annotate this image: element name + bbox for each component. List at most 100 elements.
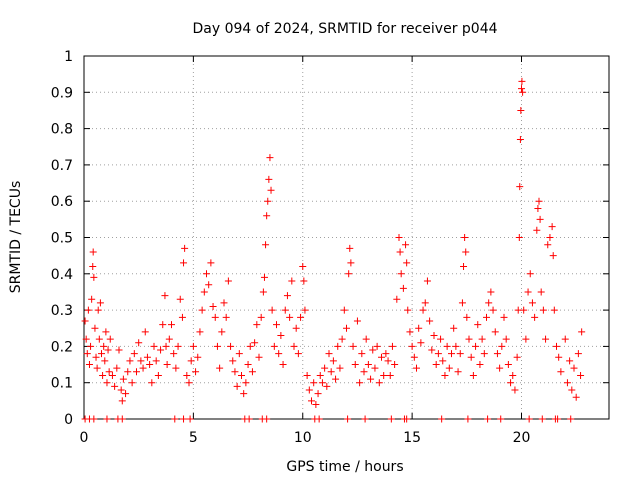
data-point: [369, 346, 377, 354]
data-point: [537, 288, 545, 296]
data-point: [321, 364, 329, 372]
data-point: [378, 353, 385, 361]
data-point: [461, 234, 469, 241]
data-point: [472, 342, 480, 350]
data-point: [122, 390, 130, 398]
y-tick-label: 1: [64, 49, 73, 65]
y-tick-label: 0.8: [51, 122, 73, 138]
data-point: [415, 324, 423, 332]
data-point: [103, 379, 111, 387]
data-point: [90, 415, 98, 423]
data-point: [218, 328, 226, 336]
data-point: [100, 342, 108, 350]
data-point: [364, 361, 372, 369]
data-point: [403, 415, 411, 423]
data-point: [345, 270, 353, 278]
data-point: [343, 324, 350, 332]
data-point: [101, 357, 109, 365]
data-point: [159, 321, 167, 329]
data-point: [483, 313, 490, 321]
data-point: [260, 273, 268, 281]
data-point: [524, 288, 532, 296]
data-point: [358, 350, 366, 358]
x-axis-label: GPS time / hours: [286, 459, 403, 475]
data-point: [460, 263, 468, 271]
data-point: [105, 368, 113, 376]
data-point: [157, 346, 165, 354]
data-point: [235, 350, 243, 358]
data-point: [229, 357, 237, 365]
data-point: [516, 183, 524, 191]
data-point: [336, 364, 344, 372]
data-point: [549, 252, 557, 260]
data-point: [150, 342, 158, 350]
data-point: [525, 415, 533, 423]
data-point: [439, 357, 447, 365]
data-point: [539, 306, 547, 314]
data-point: [185, 379, 193, 387]
data-point: [504, 361, 512, 369]
data-point: [454, 368, 462, 376]
data-point: [325, 350, 333, 358]
data-point: [209, 302, 217, 310]
data-point: [263, 415, 271, 423]
data-point: [413, 364, 420, 372]
data-point: [323, 382, 331, 390]
data-point: [84, 306, 92, 314]
data-point: [526, 270, 534, 278]
data-point: [124, 368, 132, 376]
data-point: [227, 342, 235, 350]
data-point: [382, 350, 390, 358]
data-point: [111, 382, 119, 390]
data-point: [572, 393, 580, 401]
data-point: [329, 357, 337, 365]
data-point: [351, 361, 359, 369]
data-point: [266, 154, 274, 162]
data-point: [152, 357, 160, 365]
data-point: [89, 263, 97, 271]
data-point: [189, 342, 197, 350]
y-tick-label: 0: [64, 412, 73, 428]
data-point: [402, 241, 410, 249]
data-point: [259, 288, 267, 296]
grid: [84, 56, 609, 419]
data-point: [245, 415, 253, 423]
data-point: [443, 342, 451, 350]
data-point: [292, 324, 300, 332]
data-point: [356, 379, 364, 387]
data-point: [161, 292, 169, 300]
data-point: [344, 415, 352, 423]
data-point: [367, 375, 375, 383]
data-point: [207, 259, 215, 267]
x-tick-label: 15: [403, 430, 421, 446]
data-point: [513, 353, 521, 361]
data-point: [373, 342, 381, 350]
data-point: [397, 270, 405, 278]
data-point: [533, 226, 541, 234]
data-point: [141, 328, 149, 336]
data-point: [178, 313, 186, 321]
data-point: [176, 295, 184, 303]
data-point: [286, 313, 294, 321]
data-point: [346, 244, 354, 252]
data-point: [233, 382, 241, 390]
data-point: [362, 335, 370, 343]
data-point: [264, 197, 272, 205]
data-point: [393, 295, 401, 303]
data-point: [255, 353, 263, 361]
chart-title: Day 094 of 2024, SRMTID for receiver p04…: [192, 21, 497, 37]
y-tick-label: 0.5: [51, 231, 73, 247]
plot-frame: [83, 55, 610, 420]
data-point: [130, 350, 138, 358]
data-point: [102, 328, 110, 336]
data-point: [139, 364, 147, 372]
data-point: [88, 295, 96, 303]
data-point: [544, 241, 552, 249]
data-point: [577, 371, 585, 379]
data-point: [438, 415, 446, 423]
data-point: [148, 379, 156, 387]
data-point: [516, 135, 524, 143]
data-point: [83, 350, 91, 358]
data-point: [555, 353, 563, 361]
data-point: [104, 346, 112, 354]
